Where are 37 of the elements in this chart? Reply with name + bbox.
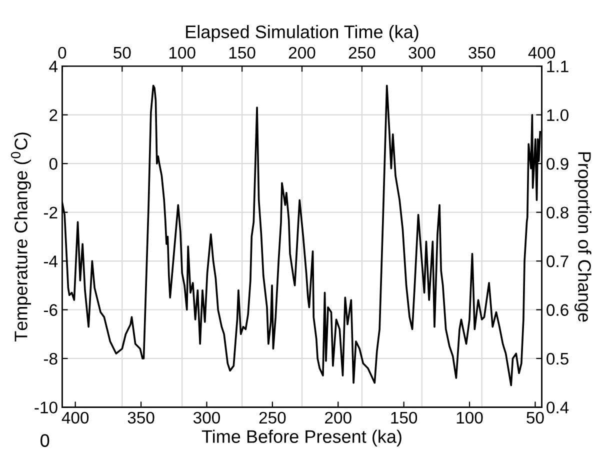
y-tick-label: 2	[50, 109, 58, 121]
x2-tick-label: 100	[169, 46, 196, 59]
y2-tick-label: 0.9	[546, 158, 568, 170]
y2-tick-label: 0.6	[546, 304, 568, 316]
y-tick-label: -10	[34, 402, 58, 414]
x-tick-label: 350	[128, 412, 154, 424]
x-tick-label: 400	[62, 412, 89, 424]
y2-tick-label: 0.4	[546, 402, 569, 414]
y-tick-label: -4	[44, 256, 58, 268]
x-tick-label: 100	[456, 412, 483, 424]
y2-tick-label: 0.5	[546, 352, 568, 365]
x-tick-label: 150	[391, 412, 418, 424]
x2-tick-label: 350	[468, 46, 496, 59]
y-tick-label: -6	[44, 304, 58, 316]
y2-tick-label: 0.7	[546, 255, 568, 268]
x-axis-title: Time Before Present (ka)	[202, 430, 402, 447]
x-tick-label: 250	[259, 412, 286, 424]
x-tick-label: 200	[325, 412, 352, 424]
y-tick-label: -2	[44, 206, 58, 218]
y2-tick-label: 1.0	[547, 109, 568, 122]
y-axis-title: Temperature Change ($^{0}$C)	[10, 132, 31, 342]
x-tick-label: 300	[193, 412, 220, 424]
x-tick-label: 50	[526, 412, 544, 424]
y-tick-label: 4	[49, 60, 58, 72]
y-tick-label: -8	[44, 352, 58, 365]
x2-tick-label: 300	[408, 46, 436, 59]
x2-tick-label: 400	[528, 46, 556, 59]
y-tick-label: 0	[49, 158, 58, 170]
x2-tick-label: 0	[58, 46, 66, 59]
y2-tick-label: 0.8	[546, 206, 568, 219]
x2-tick-label: 250	[348, 46, 376, 59]
x2-tick-label: 50	[114, 46, 131, 59]
y2-axis-title: Proportion of Change	[574, 152, 592, 322]
x2-tick-label: 200	[288, 46, 316, 59]
y2-tick-label: 1.1	[547, 60, 568, 72]
x2-tick-label: 150	[229, 46, 256, 59]
x2-axis-title: Elapsed Simulation Time (ka)	[186, 25, 418, 42]
